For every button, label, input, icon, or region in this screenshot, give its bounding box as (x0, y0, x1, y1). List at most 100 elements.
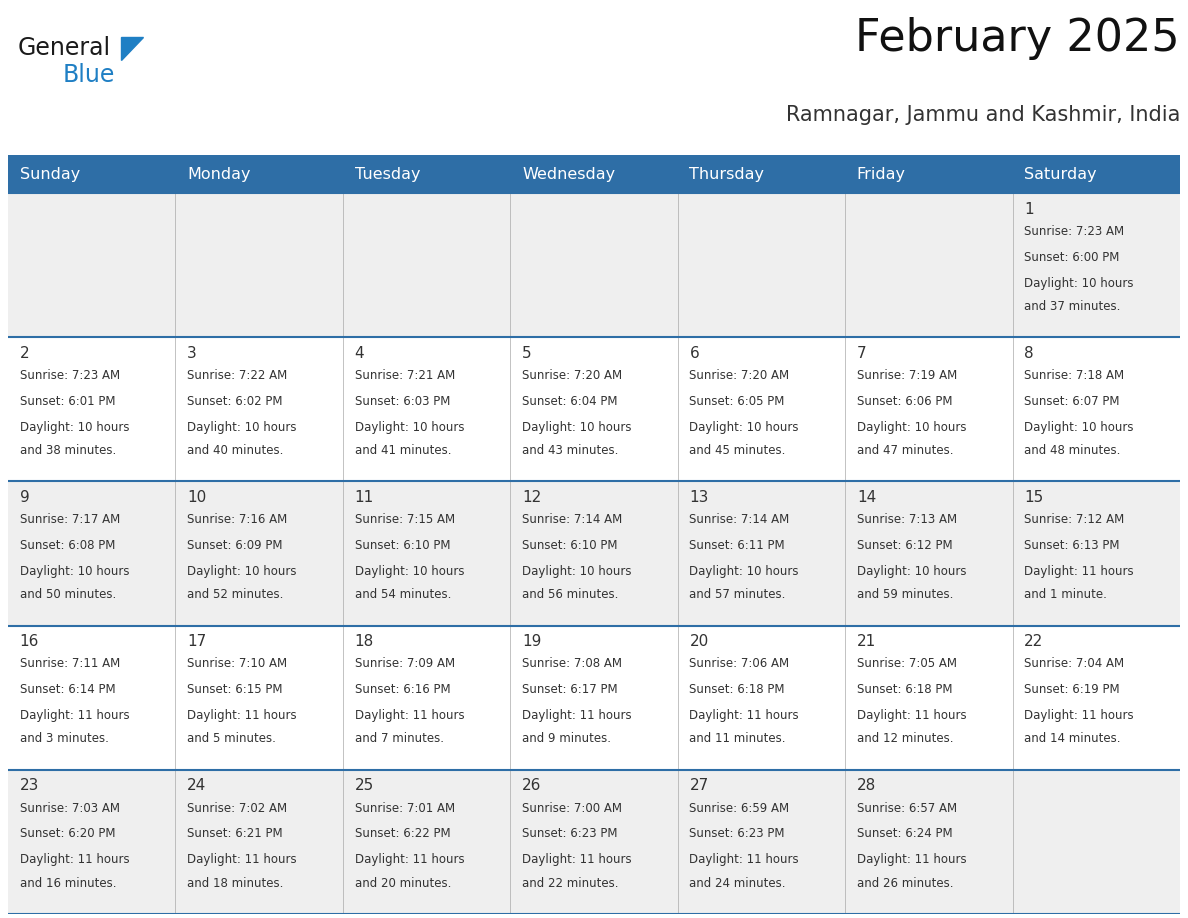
Text: 6: 6 (689, 346, 700, 361)
Text: Tuesday: Tuesday (354, 166, 421, 182)
Text: Blue: Blue (63, 63, 115, 87)
Text: and 5 minutes.: and 5 minutes. (188, 733, 276, 745)
Text: Sunrise: 7:19 AM: Sunrise: 7:19 AM (857, 369, 958, 382)
Text: Sunset: 6:05 PM: Sunset: 6:05 PM (689, 395, 785, 408)
Text: 10: 10 (188, 490, 207, 505)
Text: Sunrise: 7:03 AM: Sunrise: 7:03 AM (20, 801, 120, 814)
Text: Sunrise: 6:59 AM: Sunrise: 6:59 AM (689, 801, 790, 814)
Text: Sunrise: 7:06 AM: Sunrise: 7:06 AM (689, 657, 790, 670)
Text: Sunset: 6:07 PM: Sunset: 6:07 PM (1024, 395, 1120, 408)
Text: and 1 minute.: and 1 minute. (1024, 588, 1107, 601)
Text: 21: 21 (857, 634, 876, 649)
Text: Daylight: 11 hours: Daylight: 11 hours (188, 854, 297, 867)
Text: Daylight: 11 hours: Daylight: 11 hours (689, 854, 800, 867)
Text: Daylight: 11 hours: Daylight: 11 hours (20, 710, 129, 722)
Text: Sunrise: 6:57 AM: Sunrise: 6:57 AM (857, 801, 958, 814)
Text: Daylight: 10 hours: Daylight: 10 hours (354, 565, 465, 578)
Text: 28: 28 (857, 778, 876, 793)
Text: 8: 8 (1024, 346, 1034, 361)
Text: Daylight: 10 hours: Daylight: 10 hours (689, 420, 800, 434)
Text: Sunset: 6:08 PM: Sunset: 6:08 PM (20, 539, 115, 552)
Text: and 57 minutes.: and 57 minutes. (689, 588, 785, 601)
Text: Daylight: 10 hours: Daylight: 10 hours (20, 420, 129, 434)
Text: Sunset: 6:23 PM: Sunset: 6:23 PM (522, 827, 618, 841)
Text: 7: 7 (857, 346, 866, 361)
Text: Sunset: 6:00 PM: Sunset: 6:00 PM (1024, 251, 1119, 263)
Text: and 12 minutes.: and 12 minutes. (857, 733, 953, 745)
Text: Daylight: 10 hours: Daylight: 10 hours (354, 420, 465, 434)
Text: Sunset: 6:22 PM: Sunset: 6:22 PM (354, 827, 450, 841)
Text: 13: 13 (689, 490, 709, 505)
Text: Sunrise: 7:14 AM: Sunrise: 7:14 AM (689, 513, 790, 526)
Text: Sunrise: 7:02 AM: Sunrise: 7:02 AM (188, 801, 287, 814)
Text: 22: 22 (1024, 634, 1043, 649)
Text: and 45 minutes.: and 45 minutes. (689, 444, 785, 457)
Text: 2: 2 (20, 346, 30, 361)
Bar (8, 337, 1180, 481)
Text: and 52 minutes.: and 52 minutes. (188, 588, 284, 601)
Text: Sunset: 6:21 PM: Sunset: 6:21 PM (188, 827, 283, 841)
Text: Daylight: 11 hours: Daylight: 11 hours (522, 854, 632, 867)
Text: Sunset: 6:06 PM: Sunset: 6:06 PM (857, 395, 953, 408)
Text: Sunrise: 7:12 AM: Sunrise: 7:12 AM (1024, 513, 1125, 526)
Text: Sunset: 6:02 PM: Sunset: 6:02 PM (188, 395, 283, 408)
Text: and 56 minutes.: and 56 minutes. (522, 588, 619, 601)
Text: 12: 12 (522, 490, 542, 505)
Text: and 22 minutes.: and 22 minutes. (522, 877, 619, 890)
Text: Daylight: 11 hours: Daylight: 11 hours (522, 710, 632, 722)
Text: Sunrise: 7:20 AM: Sunrise: 7:20 AM (522, 369, 623, 382)
Text: Sunset: 6:12 PM: Sunset: 6:12 PM (857, 539, 953, 552)
Text: 14: 14 (857, 490, 876, 505)
Text: Daylight: 10 hours: Daylight: 10 hours (20, 565, 129, 578)
Text: Daylight: 10 hours: Daylight: 10 hours (188, 420, 297, 434)
Text: Sunset: 6:18 PM: Sunset: 6:18 PM (857, 683, 953, 696)
Text: Sunrise: 7:23 AM: Sunrise: 7:23 AM (20, 369, 120, 382)
Text: Sunset: 6:16 PM: Sunset: 6:16 PM (354, 683, 450, 696)
Text: and 41 minutes.: and 41 minutes. (354, 444, 451, 457)
Text: Sunset: 6:20 PM: Sunset: 6:20 PM (20, 827, 115, 841)
Text: and 50 minutes.: and 50 minutes. (20, 588, 116, 601)
Text: Sunset: 6:10 PM: Sunset: 6:10 PM (522, 539, 618, 552)
Text: Sunset: 6:14 PM: Sunset: 6:14 PM (20, 683, 115, 696)
Text: Sunset: 6:01 PM: Sunset: 6:01 PM (20, 395, 115, 408)
Text: Sunset: 6:13 PM: Sunset: 6:13 PM (1024, 539, 1120, 552)
Text: and 24 minutes.: and 24 minutes. (689, 877, 786, 890)
Text: Sunrise: 7:16 AM: Sunrise: 7:16 AM (188, 513, 287, 526)
Text: 4: 4 (354, 346, 365, 361)
Text: Daylight: 10 hours: Daylight: 10 hours (857, 420, 966, 434)
Text: Sunrise: 7:23 AM: Sunrise: 7:23 AM (1024, 225, 1124, 238)
Text: and 3 minutes.: and 3 minutes. (20, 733, 108, 745)
Text: 27: 27 (689, 778, 709, 793)
Text: 18: 18 (354, 634, 374, 649)
Text: Ramnagar, Jammu and Kashmir, India: Ramnagar, Jammu and Kashmir, India (785, 105, 1180, 125)
Text: Daylight: 11 hours: Daylight: 11 hours (188, 710, 297, 722)
Text: 1: 1 (1024, 202, 1034, 217)
Text: and 48 minutes.: and 48 minutes. (1024, 444, 1120, 457)
Text: 24: 24 (188, 778, 207, 793)
Text: Daylight: 10 hours: Daylight: 10 hours (522, 565, 632, 578)
Text: 11: 11 (354, 490, 374, 505)
Text: Daylight: 10 hours: Daylight: 10 hours (1024, 276, 1133, 290)
Text: Sunrise: 7:09 AM: Sunrise: 7:09 AM (354, 657, 455, 670)
Text: and 43 minutes.: and 43 minutes. (522, 444, 619, 457)
Text: Sunrise: 7:21 AM: Sunrise: 7:21 AM (354, 369, 455, 382)
Text: Sunset: 6:04 PM: Sunset: 6:04 PM (522, 395, 618, 408)
Text: Sunset: 6:23 PM: Sunset: 6:23 PM (689, 827, 785, 841)
Text: and 37 minutes.: and 37 minutes. (1024, 299, 1120, 313)
Text: 17: 17 (188, 634, 207, 649)
Text: and 16 minutes.: and 16 minutes. (20, 877, 116, 890)
Text: Sunset: 6:19 PM: Sunset: 6:19 PM (1024, 683, 1120, 696)
Text: and 9 minutes.: and 9 minutes. (522, 733, 611, 745)
Text: Daylight: 11 hours: Daylight: 11 hours (1024, 710, 1133, 722)
Text: Sunrise: 7:22 AM: Sunrise: 7:22 AM (188, 369, 287, 382)
Bar (8, 770, 1180, 914)
Text: Daylight: 10 hours: Daylight: 10 hours (1024, 420, 1133, 434)
Text: 3: 3 (188, 346, 197, 361)
Text: Daylight: 11 hours: Daylight: 11 hours (20, 854, 129, 867)
Text: and 7 minutes.: and 7 minutes. (354, 733, 443, 745)
Text: Wednesday: Wednesday (522, 166, 615, 182)
Text: Sunrise: 7:20 AM: Sunrise: 7:20 AM (689, 369, 790, 382)
Text: Saturday: Saturday (1024, 166, 1097, 182)
Bar (8, 481, 1180, 625)
Text: Friday: Friday (857, 166, 906, 182)
